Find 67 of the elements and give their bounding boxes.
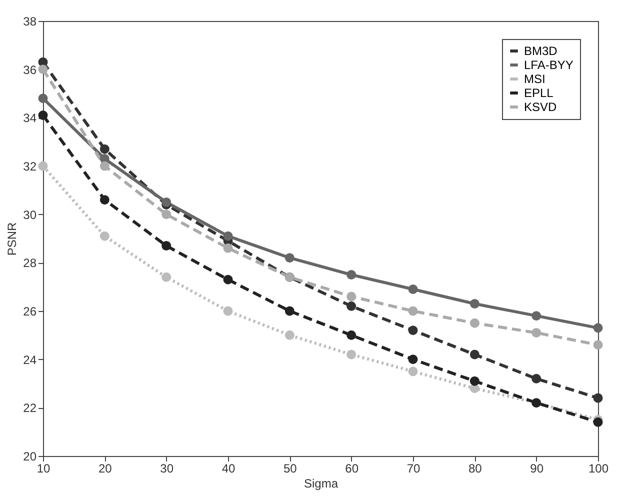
point: [346, 270, 356, 280]
point: [470, 299, 480, 308]
point: [408, 326, 418, 336]
point: [38, 110, 48, 120]
legend-label: BM3D: [524, 44, 558, 58]
point: [593, 417, 603, 427]
point: [408, 284, 418, 294]
y-axis-title: PSNR: [5, 222, 20, 256]
point: [408, 306, 418, 316]
x-axis-title: Sigma: [304, 476, 338, 490]
y-tick-label: 36: [23, 62, 37, 77]
point: [223, 231, 233, 241]
point: [100, 231, 110, 241]
point: [100, 195, 110, 205]
point: [470, 318, 480, 328]
point: [593, 323, 603, 333]
y-tick-label: 38: [23, 14, 37, 28]
x-tick-label: 80: [468, 462, 482, 476]
x-tick-label: 50: [283, 462, 298, 476]
x-tick-label: 40: [222, 462, 236, 476]
point: [100, 161, 110, 171]
point: [223, 243, 233, 253]
point: [408, 354, 418, 364]
point: [162, 210, 172, 220]
x-tick-label: 20: [98, 462, 112, 476]
y-tick-label: 24: [23, 352, 37, 367]
x-tick-label: 60: [345, 462, 359, 476]
point: [284, 330, 294, 340]
point: [223, 274, 233, 284]
point: [284, 253, 294, 263]
x-tick-label: 100: [588, 462, 609, 476]
point: [532, 311, 542, 321]
point: [470, 350, 480, 360]
point: [223, 306, 233, 316]
point: [593, 340, 603, 350]
y-tick-label: 30: [23, 208, 37, 222]
legend-label: KSVD: [524, 100, 558, 114]
point: [593, 393, 603, 403]
point: [162, 272, 172, 282]
point: [470, 376, 480, 386]
point: [162, 198, 172, 207]
y-tick-label: 20: [23, 450, 37, 464]
point: [162, 241, 172, 250]
point: [38, 161, 48, 171]
point: [38, 64, 48, 74]
point: [532, 328, 542, 338]
point: [38, 94, 48, 104]
y-tick-label: 34: [23, 111, 37, 126]
x-tick-label: 30: [160, 462, 174, 476]
point: [346, 350, 356, 360]
y-tick-label: 32: [23, 160, 37, 174]
y-tick-label: 28: [23, 256, 37, 270]
point: [346, 292, 356, 302]
point: [408, 366, 418, 376]
point: [100, 144, 110, 154]
y-tick-label: 26: [23, 304, 37, 318]
legend-label: EPLL: [524, 86, 554, 100]
point: [346, 301, 356, 311]
y-tick-label: 22: [23, 401, 37, 416]
point: [284, 306, 294, 316]
x-tick-label: 90: [530, 462, 544, 476]
point: [346, 330, 356, 340]
legend-label: MSI: [524, 72, 546, 86]
x-tick-label: 10: [36, 462, 50, 476]
x-tick-label: 70: [406, 462, 420, 476]
point: [532, 374, 542, 384]
legend-label: LFA-BYY: [524, 58, 574, 72]
